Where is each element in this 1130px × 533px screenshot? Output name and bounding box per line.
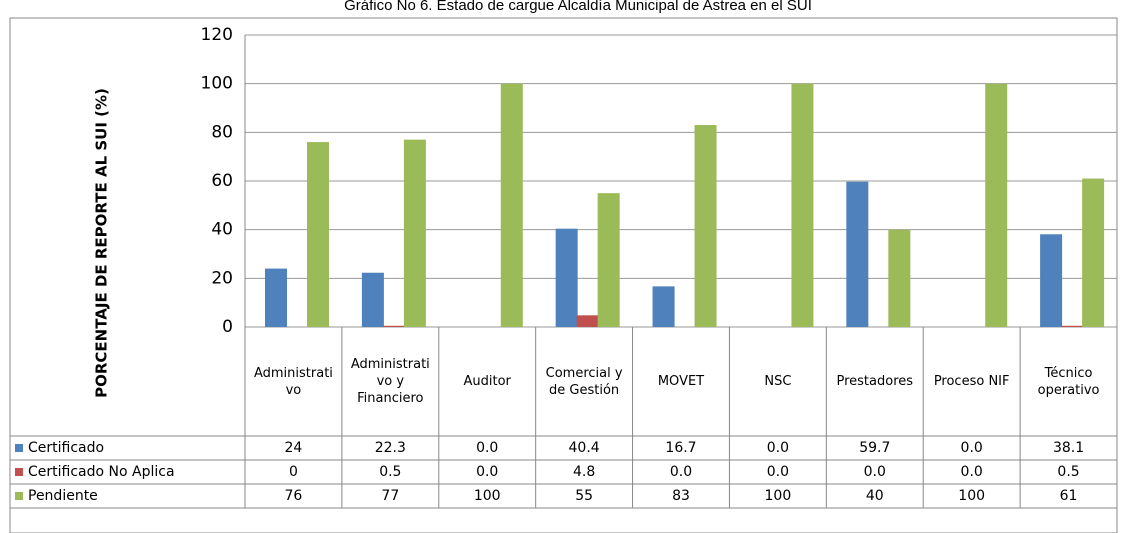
table-value: 0.0 [961,440,983,456]
bar [555,228,578,327]
table-value: 0.0 [767,464,789,480]
table-value: 100 [958,488,985,504]
category-cell: Auditor [463,374,511,389]
table-value: 61 [1060,488,1078,504]
category-cell: Administrativo y Financiero [350,357,430,406]
bar [597,193,620,327]
bar [307,142,329,327]
y-tick-label: 80 [211,122,233,142]
category-cell: Técnico operativo [1037,365,1100,398]
legend-swatch [15,444,23,452]
bar [382,325,405,327]
bar [888,229,911,327]
bar [1082,178,1105,327]
y-tick-label: 20 [211,268,233,288]
y-axis-title: PORCENTAJE DE REPORTE AL SUI (%) [93,88,111,398]
table-value: 59.7 [859,440,890,456]
table-value: 38.1 [1053,440,1084,456]
category-cell: Proceso NIF [933,374,1010,389]
x-tick-label: Comercial y de Gestión [545,365,623,398]
bar [1061,325,1084,327]
y-tick-label: 100 [201,74,233,94]
bar [500,83,523,328]
table-value: 0.0 [767,440,789,456]
table-value: 16.7 [665,440,696,456]
table-value: 24 [285,440,303,456]
y-tick-label: 40 [211,220,233,240]
table-value: 0.0 [476,464,498,480]
legend-label: Certificado [28,440,104,456]
bar [1040,234,1063,327]
table-value: 0.5 [1057,464,1079,480]
table-value: 100 [765,488,792,504]
table-value: 40.4 [569,440,600,456]
table-value: 100 [474,488,501,504]
table-value: 0.0 [476,440,498,456]
category-cell: Comercial y de Gestión [545,365,623,398]
x-tick-label: Técnico operativo [1037,365,1100,398]
y-tick-label: 60 [211,171,233,191]
table-value: 0.0 [670,464,692,480]
bar [403,139,426,327]
table-value: 0.5 [379,464,401,480]
table-value: 0.0 [864,464,886,480]
x-tick-label: MOVET [657,374,705,389]
x-tick-label: Auditor [463,374,511,389]
table-value: 55 [575,488,593,504]
bar [652,286,675,327]
x-tick-label: Proceso NIF [933,374,1010,389]
x-tick-label: Administrativo [253,365,333,398]
table-value: 76 [285,488,303,504]
x-tick-label: NSC [764,374,792,389]
legend-label: Pendiente [28,488,98,504]
category-cell: Prestadores [836,374,914,389]
category-cell: MOVET [657,374,705,389]
table-value: 0 [289,464,298,480]
legend-label: Certificado No Aplica [28,464,175,480]
x-tick-label: Administrativo y Financiero [350,357,430,406]
category-cell: Administrativo [253,365,333,398]
bar [361,272,384,327]
chart-border [9,17,1118,533]
category-cell: NSC [764,374,792,389]
table-value: 40 [866,488,884,504]
y-tick-label: 120 [201,25,233,45]
y-tick-label: 0 [222,317,233,337]
table-value: 4.8 [573,464,595,480]
table-value: 83 [672,488,690,504]
legend-swatch [15,492,23,500]
bar [846,181,869,327]
table-value: 77 [381,488,399,504]
legend-swatch [15,468,23,476]
chart-title: Gráfico No 6. Estado de cargue Alcaldía … [344,0,812,14]
bar [576,315,599,327]
bar [694,125,717,328]
x-tick-label: Prestadores [836,374,914,389]
table-value: 0.0 [961,464,983,480]
bar [985,83,1008,328]
bar [265,268,287,327]
bar [791,83,814,328]
table-value: 22.3 [375,440,406,456]
